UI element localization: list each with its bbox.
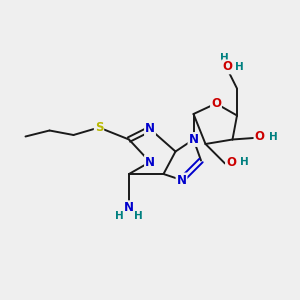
Text: O: O — [211, 97, 221, 110]
Text: H: H — [268, 131, 277, 142]
Text: H: H — [240, 157, 249, 167]
Text: N: N — [124, 201, 134, 214]
Text: N: N — [145, 122, 155, 136]
Text: N: N — [188, 133, 199, 146]
Text: H: H — [115, 211, 124, 221]
Text: N: N — [145, 155, 155, 169]
Text: H: H — [235, 62, 244, 72]
Text: H: H — [134, 211, 143, 221]
Text: S: S — [95, 121, 103, 134]
Text: H: H — [220, 53, 229, 64]
Text: O: O — [222, 60, 232, 74]
Text: O: O — [254, 130, 265, 143]
Text: O: O — [226, 155, 236, 169]
Text: N: N — [176, 173, 187, 187]
